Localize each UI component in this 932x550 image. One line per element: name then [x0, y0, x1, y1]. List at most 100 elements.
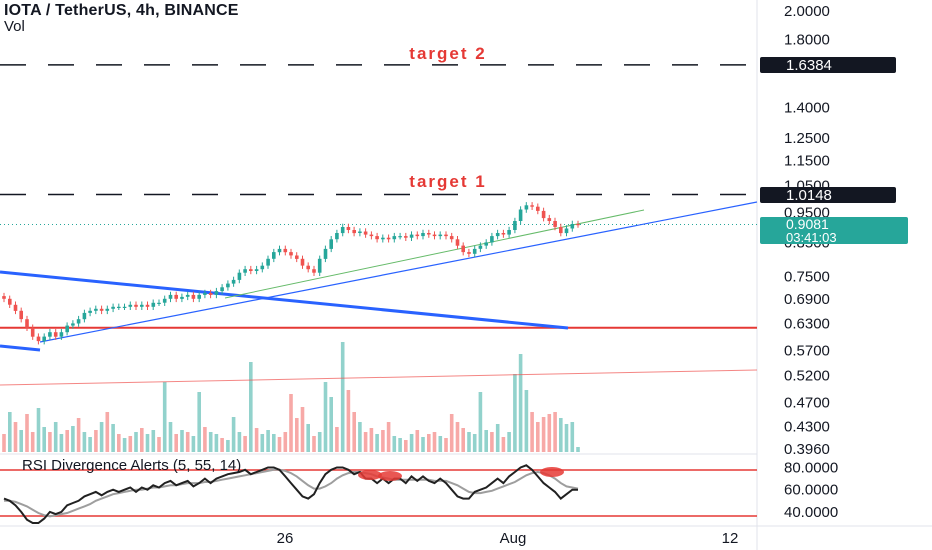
candle-body	[237, 272, 242, 280]
candle-body	[404, 236, 408, 238]
candle-body	[501, 233, 506, 235]
volume-bar	[105, 412, 110, 452]
rsi-line	[3, 464, 578, 524]
volume-bar	[547, 414, 552, 452]
volume-bar	[559, 418, 563, 452]
last-price-value: 0.9081	[786, 216, 829, 232]
volume-bar	[25, 414, 29, 452]
volume-bar	[501, 437, 506, 452]
candle-body	[386, 237, 391, 240]
price-tick-label: 1.8000	[784, 32, 830, 49]
volume-bar	[162, 382, 167, 452]
candle-body	[53, 332, 58, 337]
rsi-tick-label: 40.0000	[784, 504, 838, 521]
volume-bar	[513, 374, 517, 452]
volume-bar	[375, 434, 379, 452]
candle-body	[432, 234, 437, 237]
candle-body	[111, 306, 115, 309]
candle-body	[495, 233, 500, 237]
volume-bar	[157, 437, 161, 452]
volume-bar	[472, 434, 477, 452]
candle-body	[226, 283, 230, 288]
candle-body	[352, 230, 356, 234]
candle-body	[312, 269, 316, 273]
candle-body	[427, 233, 431, 235]
candle-body	[340, 227, 345, 234]
candle-body	[455, 239, 460, 246]
volume-bar	[564, 424, 569, 452]
volume-bar	[398, 438, 402, 452]
volume-bar	[76, 418, 81, 452]
candle-body	[99, 308, 104, 311]
volume-bar	[220, 438, 224, 452]
volume-bar	[329, 397, 333, 452]
candle-body	[536, 206, 540, 211]
candle-body	[541, 210, 546, 219]
volume-bar	[358, 422, 362, 452]
volume-bar	[409, 434, 414, 452]
volume-bar	[203, 427, 207, 452]
candle-body	[48, 332, 52, 337]
volume-indicator-label[interactable]: Vol	[4, 18, 25, 35]
price-tick-label: 1.2500	[784, 130, 830, 147]
target-2-annotation: target 2	[409, 44, 486, 63]
volume-bar	[59, 434, 64, 452]
symbol-title[interactable]: IOTA / TetherUS, 4h, BINANCE	[4, 2, 239, 19]
price-tick-label: 2.0000	[784, 3, 830, 20]
volume-bar	[484, 430, 488, 452]
candle-body	[71, 323, 75, 326]
volume-bar	[208, 432, 213, 452]
rsi-tick-label: 80.0000	[784, 460, 838, 477]
volume-bar	[42, 427, 46, 452]
volume-bar	[243, 436, 247, 452]
volume-bar	[249, 362, 253, 452]
candle-body	[421, 233, 425, 237]
candle-body	[547, 218, 552, 221]
volume-bar	[260, 434, 265, 452]
price-tick-label: 0.6300	[784, 315, 830, 332]
volume-bar	[427, 434, 431, 452]
volume-bar	[13, 422, 18, 452]
candle-body	[140, 304, 144, 307]
rsi-signal-line	[4, 468, 579, 518]
volume-bar	[421, 437, 425, 452]
candle-body	[398, 236, 402, 238]
volume-bar	[317, 432, 322, 452]
candle-body	[151, 302, 156, 307]
time-tick-label: Aug	[500, 530, 527, 547]
volume-bar	[455, 422, 460, 452]
volume-bar	[323, 382, 328, 452]
candle-body	[254, 269, 259, 271]
candle-body	[570, 224, 575, 229]
rsi-indicator-label[interactable]: RSI Divergence Alerts (5, 55, 14)	[22, 457, 242, 474]
volume-bar	[449, 414, 454, 452]
candle-body	[168, 294, 173, 299]
price-tick-label: 0.6900	[784, 291, 830, 308]
candle-body	[185, 294, 190, 297]
rsi-divergence-marker	[358, 470, 382, 480]
rsi-tick-label: 60.0000	[784, 482, 838, 499]
candle-body	[105, 308, 110, 311]
volume-bar	[8, 412, 12, 452]
candle-body	[306, 265, 310, 270]
candle-body	[358, 231, 362, 233]
candle-body	[249, 269, 253, 271]
volume-bar	[254, 428, 259, 452]
candle-body	[8, 298, 12, 305]
volume-bar	[346, 390, 351, 452]
candle-body	[530, 205, 534, 207]
candle-body	[444, 234, 448, 237]
candle-body	[317, 258, 322, 273]
candle-body	[507, 230, 511, 235]
price-tick-label: 0.4700	[784, 395, 830, 412]
volume-bar	[180, 430, 184, 452]
candle-body	[369, 234, 374, 237]
rsi-divergence-marker	[378, 471, 402, 481]
volume-bar	[461, 428, 465, 452]
candle-body	[191, 294, 196, 299]
descending-trendline	[0, 270, 569, 330]
candle-body	[117, 306, 121, 308]
candle-body	[461, 245, 465, 253]
volume-bar	[2, 434, 6, 452]
